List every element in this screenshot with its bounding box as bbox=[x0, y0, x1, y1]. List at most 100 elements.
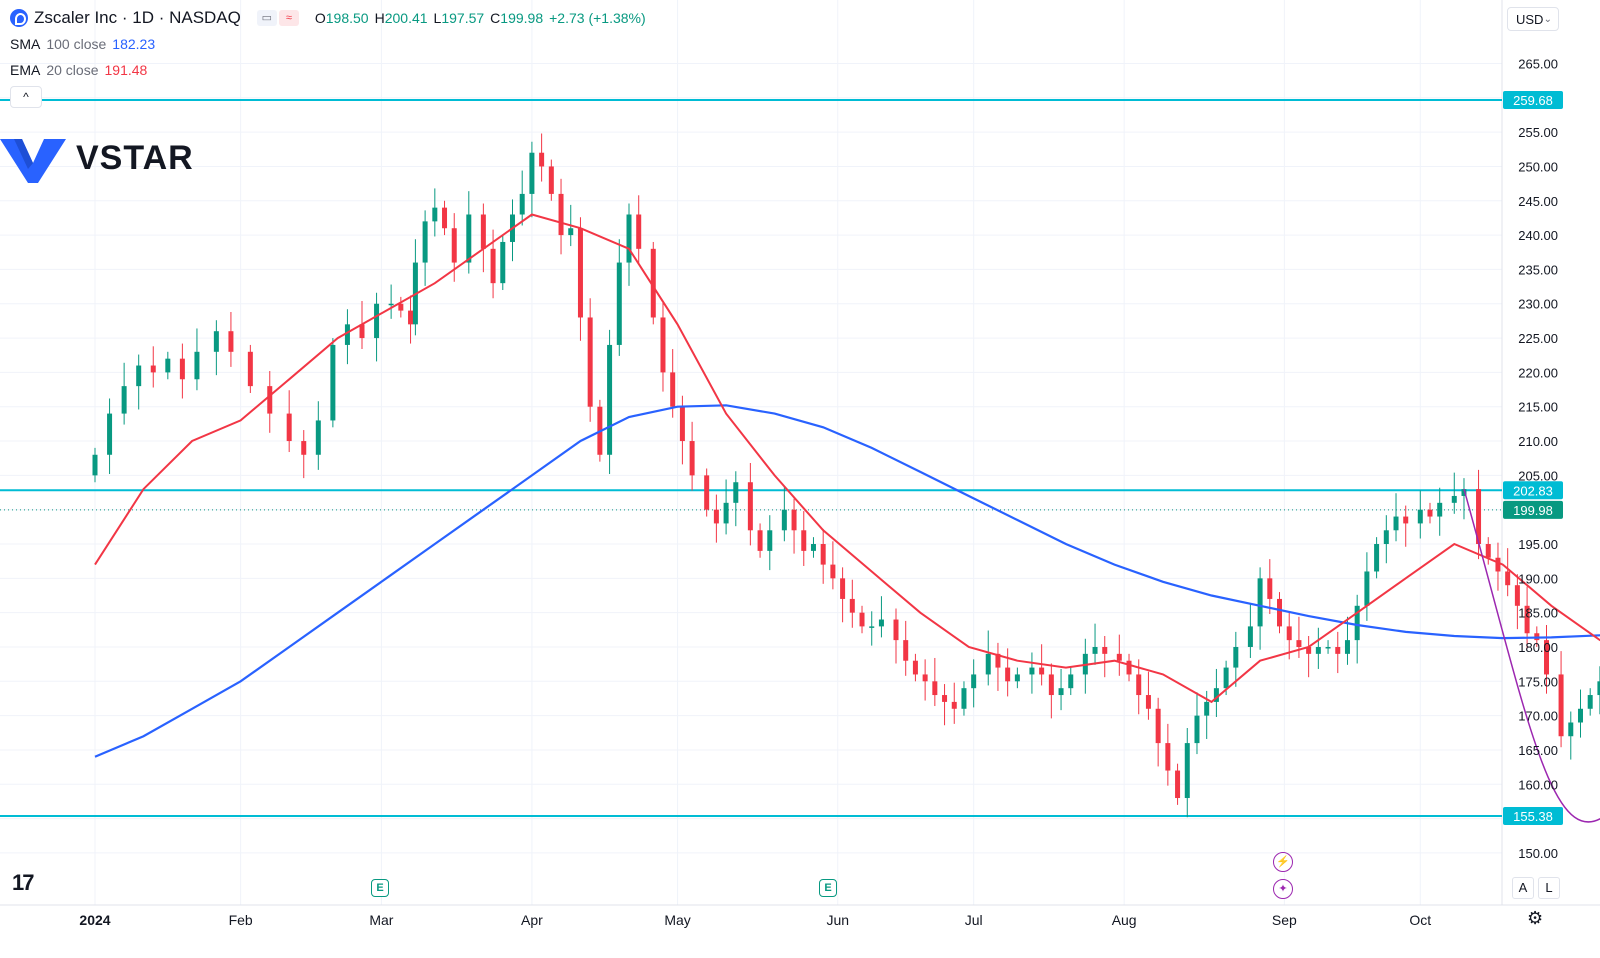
cup-curve[interactable] bbox=[1463, 488, 1600, 823]
candle-body bbox=[213, 331, 219, 352]
x-tick-label: 2024 bbox=[79, 912, 110, 928]
y-tick-label: 175.00 bbox=[1518, 674, 1558, 689]
time-axis[interactable]: 2024 Feb Mar Apr May Jun Jul Aug Sep Oct bbox=[79, 912, 1431, 928]
candle-body bbox=[932, 681, 938, 696]
candle-body bbox=[1247, 626, 1253, 647]
candle-body bbox=[466, 214, 472, 263]
market-closed-badge[interactable]: ▭ bbox=[256, 10, 277, 26]
open-label: O bbox=[314, 10, 326, 26]
y-tick-label: 230.00 bbox=[1518, 297, 1558, 312]
y-tick-label: 205.00 bbox=[1518, 468, 1558, 483]
price-label: 259.68 bbox=[1513, 93, 1553, 108]
candle-body bbox=[1335, 646, 1341, 654]
candle-body bbox=[1029, 667, 1035, 675]
y-tick-label: 150.00 bbox=[1518, 846, 1558, 861]
candle-body bbox=[1213, 688, 1219, 702]
candle-body bbox=[903, 640, 909, 661]
candle-body bbox=[1577, 708, 1583, 723]
candle-body bbox=[490, 248, 496, 284]
symbol-legend: Zscaler Inc · 1D · NASDAQ ▭ ≈ O198.50 H2… bbox=[10, 8, 646, 28]
candle-body bbox=[1315, 646, 1321, 654]
candle-body bbox=[801, 530, 807, 551]
y-tick-label: 250.00 bbox=[1518, 159, 1558, 174]
candle-body bbox=[451, 228, 457, 263]
candle-body bbox=[1461, 489, 1467, 496]
currency-selector[interactable]: USD ⌄ bbox=[1507, 7, 1559, 31]
gear-icon[interactable]: ⚙ bbox=[1527, 908, 1544, 928]
candle-body bbox=[500, 241, 506, 284]
candle-body bbox=[1495, 557, 1501, 572]
sparkle-event-icon[interactable]: ✦ bbox=[1273, 879, 1293, 899]
tradingview-logo-icon[interactable]: 17 bbox=[12, 870, 35, 895]
candle-body bbox=[398, 303, 404, 311]
candle-body bbox=[1136, 674, 1142, 696]
earnings-event-icon[interactable]: E bbox=[371, 879, 389, 897]
candle-body bbox=[1514, 585, 1520, 606]
horizontal-level-lines[interactable] bbox=[0, 99, 1502, 817]
candle-body bbox=[388, 303, 394, 306]
price-axis[interactable]: 150.00155.00160.00165.00170.00175.00180.… bbox=[1518, 56, 1558, 860]
candle-body bbox=[1437, 502, 1443, 517]
candle-body bbox=[150, 365, 156, 373]
price-change: +2.73 (+1.38%) bbox=[549, 10, 646, 26]
y-tick-label: 265.00 bbox=[1518, 56, 1558, 71]
candle-body bbox=[1092, 646, 1098, 654]
candle-body bbox=[1155, 708, 1161, 744]
candle-body bbox=[344, 324, 350, 345]
candle-body bbox=[660, 317, 666, 373]
candle-body bbox=[1175, 770, 1181, 799]
candle-body bbox=[374, 303, 380, 339]
candle-body bbox=[558, 193, 564, 236]
candle-body bbox=[1451, 495, 1457, 503]
candle-body bbox=[1145, 695, 1151, 709]
candle-body bbox=[1068, 674, 1074, 689]
low-label: L bbox=[433, 10, 442, 26]
x-tick-label: May bbox=[664, 912, 690, 928]
candle-body bbox=[442, 207, 448, 229]
y-tick-label: 190.00 bbox=[1518, 571, 1558, 586]
price-label-bg bbox=[1503, 91, 1563, 109]
candle-body bbox=[650, 248, 656, 318]
cup-pattern-drawing[interactable] bbox=[1463, 301, 1600, 823]
candle-body bbox=[961, 688, 967, 709]
candle-body bbox=[1354, 605, 1360, 641]
y-tick-label: 235.00 bbox=[1518, 262, 1558, 277]
candle-body bbox=[1005, 667, 1011, 682]
ema-legend[interactable]: EMA 20 close 191.48 bbox=[10, 62, 147, 78]
price-label-bg bbox=[1503, 807, 1563, 825]
x-tick-label: Mar bbox=[369, 912, 393, 928]
candle-body bbox=[1568, 722, 1574, 737]
price-label: 202.83 bbox=[1513, 483, 1553, 498]
flash-event-icon[interactable]: ⚡ bbox=[1273, 852, 1293, 872]
candle-body bbox=[616, 262, 622, 345]
price-label: 199.98 bbox=[1513, 503, 1553, 518]
x-tick-label: Jun bbox=[826, 912, 849, 928]
collapse-legend-button[interactable]: ^ bbox=[10, 86, 42, 108]
high-value: 200.41 bbox=[384, 10, 428, 26]
candle-body bbox=[1165, 743, 1171, 771]
ohlc-high: H200.41 bbox=[375, 10, 428, 26]
candle-body bbox=[548, 166, 554, 194]
y-tick-label: 170.00 bbox=[1518, 709, 1558, 724]
candle-body bbox=[1058, 688, 1064, 696]
sma-params: 100 close bbox=[46, 36, 107, 52]
candle-body bbox=[359, 324, 365, 339]
y-tick-label: 240.00 bbox=[1518, 228, 1558, 243]
candle-body bbox=[733, 482, 739, 503]
log-scale-button[interactable]: L bbox=[1538, 877, 1560, 899]
data-delayed-badge[interactable]: ≈ bbox=[278, 10, 299, 26]
chart-grid bbox=[0, 0, 1600, 906]
candle-body bbox=[92, 454, 98, 476]
symbol-title[interactable]: Zscaler Inc · 1D · NASDAQ bbox=[34, 8, 241, 27]
high-label: H bbox=[374, 10, 385, 26]
earnings-event-icon-2[interactable]: E bbox=[819, 879, 837, 897]
candle-body bbox=[529, 152, 535, 194]
chevron-down-icon: ⌄ bbox=[1543, 14, 1552, 25]
candle-body bbox=[107, 413, 113, 455]
price-label-bg bbox=[1503, 481, 1563, 500]
sma-legend[interactable]: SMA 100 close 182.23 bbox=[10, 36, 155, 52]
auto-scale-button[interactable]: A bbox=[1512, 877, 1534, 899]
ohlc-low: L197.57 bbox=[434, 10, 485, 26]
candle-body bbox=[1476, 489, 1482, 545]
